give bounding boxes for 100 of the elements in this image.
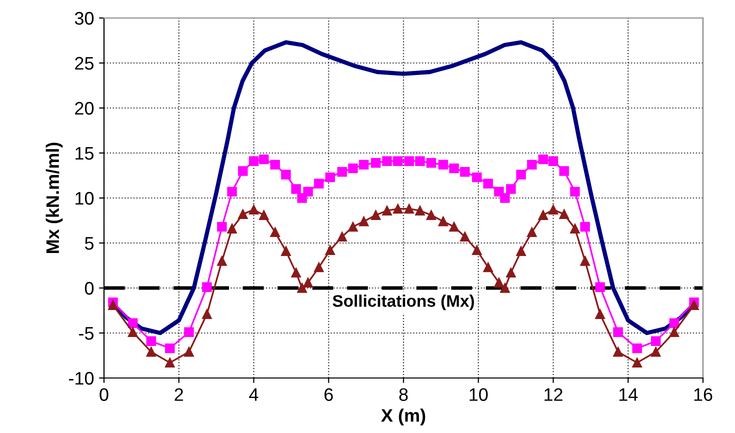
point bbox=[570, 186, 580, 197]
point bbox=[506, 268, 516, 278]
point bbox=[291, 268, 301, 278]
point bbox=[146, 347, 156, 357]
point bbox=[291, 184, 301, 194]
point bbox=[348, 222, 358, 232]
point bbox=[281, 170, 291, 180]
x-tick-label: 4 bbox=[249, 388, 258, 401]
point bbox=[669, 318, 680, 328]
point bbox=[314, 262, 324, 272]
point bbox=[303, 278, 313, 288]
point bbox=[108, 300, 118, 310]
point bbox=[128, 318, 138, 328]
point bbox=[217, 222, 227, 232]
point bbox=[270, 227, 280, 238]
point bbox=[227, 186, 237, 197]
point bbox=[146, 336, 156, 346]
point bbox=[426, 210, 436, 220]
point bbox=[527, 160, 537, 170]
y-tick-label: 0 bbox=[84, 282, 94, 295]
point bbox=[483, 178, 493, 188]
point bbox=[393, 204, 403, 214]
point bbox=[303, 186, 313, 197]
point bbox=[613, 347, 623, 357]
point bbox=[227, 224, 237, 234]
point bbox=[248, 204, 259, 215]
point bbox=[460, 167, 470, 177]
y-tick-label: -5 bbox=[79, 327, 94, 340]
point bbox=[314, 178, 324, 188]
point bbox=[438, 216, 448, 226]
y-tick-label: 5 bbox=[84, 237, 94, 250]
point bbox=[595, 282, 605, 292]
point bbox=[258, 154, 269, 164]
annotation: Sollicitations (Mx) bbox=[332, 294, 474, 310]
point bbox=[202, 282, 212, 292]
x-axis-title: X (m) bbox=[381, 408, 426, 426]
point bbox=[248, 156, 259, 166]
x-tick-label: 16 bbox=[694, 388, 712, 401]
point bbox=[258, 210, 269, 220]
point bbox=[202, 309, 212, 319]
x-tick-label: 10 bbox=[470, 388, 488, 401]
point bbox=[527, 227, 537, 238]
point bbox=[165, 358, 175, 368]
point bbox=[595, 309, 605, 319]
point bbox=[382, 156, 392, 166]
point bbox=[281, 246, 291, 256]
point bbox=[580, 256, 590, 266]
x-tick-label: 2 bbox=[174, 388, 183, 401]
point bbox=[500, 193, 510, 203]
point bbox=[370, 158, 381, 168]
point bbox=[449, 222, 459, 232]
y-axis-title: Mx (kN.m/ml) bbox=[46, 142, 63, 253]
point bbox=[238, 209, 248, 220]
point bbox=[632, 358, 642, 368]
point bbox=[165, 343, 175, 354]
y-tick-label: 30 bbox=[74, 12, 94, 25]
point bbox=[689, 300, 699, 310]
point bbox=[516, 170, 526, 180]
point bbox=[238, 166, 248, 176]
point bbox=[500, 283, 510, 293]
y-tick-label: 15 bbox=[76, 147, 94, 160]
point bbox=[404, 156, 414, 166]
x-tick-label: 0 bbox=[100, 388, 108, 401]
y-tick-label: 10 bbox=[76, 192, 94, 205]
point bbox=[358, 216, 369, 226]
point bbox=[669, 327, 680, 337]
point bbox=[506, 184, 516, 194]
point bbox=[128, 327, 138, 337]
point bbox=[538, 210, 548, 220]
point bbox=[415, 206, 425, 216]
point bbox=[472, 245, 482, 256]
point bbox=[382, 206, 392, 216]
point bbox=[325, 245, 335, 256]
point bbox=[548, 156, 558, 166]
point bbox=[650, 347, 661, 357]
point bbox=[393, 156, 403, 166]
point bbox=[650, 336, 661, 346]
point bbox=[270, 160, 280, 170]
point bbox=[632, 343, 642, 354]
x-tick-label: 8 bbox=[399, 388, 408, 401]
point bbox=[548, 204, 558, 215]
point bbox=[613, 327, 623, 337]
point bbox=[184, 327, 194, 337]
point bbox=[460, 232, 470, 242]
point bbox=[570, 224, 580, 234]
x-tick-label: 12 bbox=[544, 388, 562, 401]
point bbox=[426, 158, 436, 168]
point bbox=[483, 262, 493, 272]
point bbox=[370, 210, 381, 220]
point bbox=[559, 166, 569, 176]
point bbox=[404, 204, 414, 214]
point bbox=[325, 172, 335, 182]
point bbox=[516, 246, 526, 256]
point bbox=[438, 160, 448, 170]
point bbox=[494, 278, 504, 288]
x-tick-label: 6 bbox=[324, 388, 333, 401]
point bbox=[538, 154, 548, 164]
y-tick-label: 20 bbox=[75, 102, 94, 115]
point bbox=[449, 163, 459, 174]
point bbox=[348, 163, 358, 174]
